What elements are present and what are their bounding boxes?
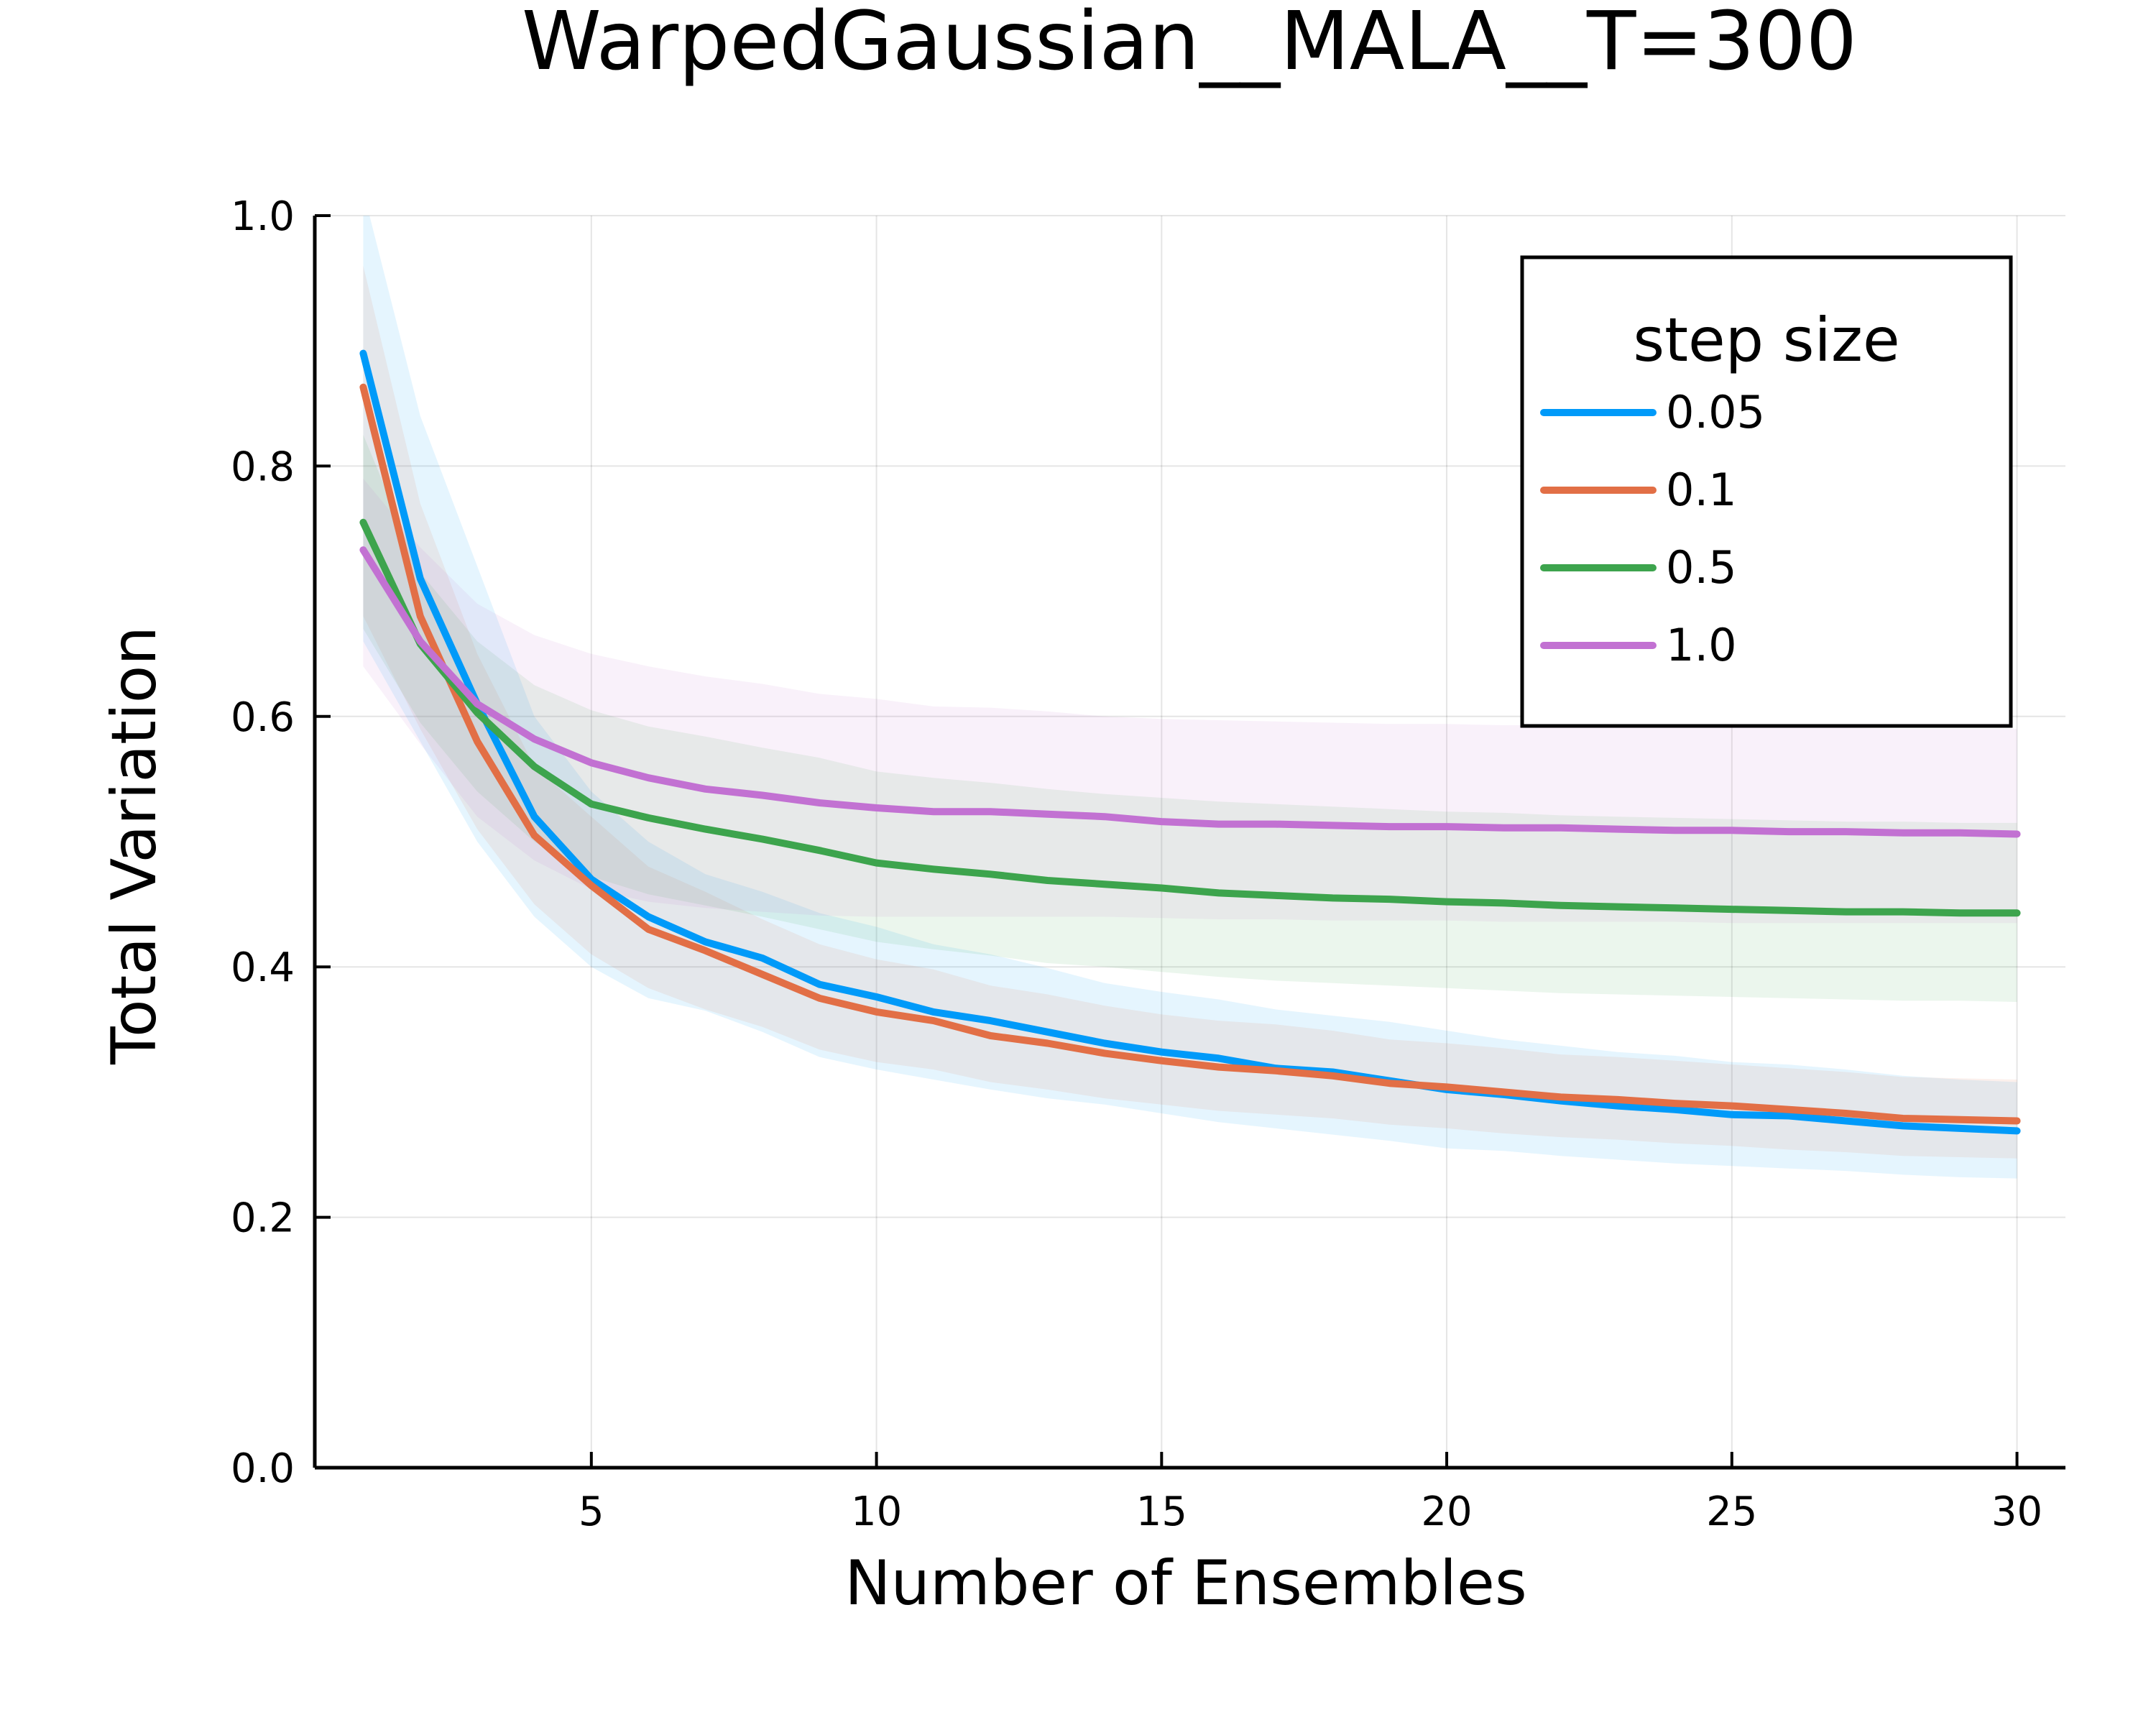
band-series-0.1 — [363, 265, 2017, 1159]
y-tick-label: 0.6 — [231, 694, 295, 741]
chart-title: WarpedGaussian__MALA__T=300 — [522, 0, 1857, 88]
line-series-0.1 — [359, 383, 2021, 1125]
legend-item-0.5: 0.5 — [1540, 541, 1737, 594]
x-tick-label: 5 — [579, 1489, 604, 1535]
legend-item-0.05: 0.05 — [1540, 386, 1765, 438]
x-tick-label: 10 — [851, 1489, 902, 1535]
legend-label: 0.1 — [1666, 464, 1737, 516]
legend-label: 1.0 — [1666, 619, 1737, 671]
band-series-0.5 — [363, 434, 2017, 1002]
axes — [313, 216, 2065, 1470]
y-tick-label: 0.4 — [231, 944, 295, 991]
y-tick-label: 0.2 — [231, 1195, 295, 1242]
x-tick-label: 20 — [1421, 1489, 1472, 1535]
band-series-1.0 — [363, 478, 2017, 924]
series-lines — [359, 349, 2021, 1135]
x-tick-label: 30 — [1991, 1489, 2042, 1535]
legend: step size 0.05 0.1 0.5 1.0 — [1520, 255, 2013, 728]
legend-label: 0.5 — [1666, 541, 1737, 594]
line-series-0.5 — [359, 518, 2021, 917]
line-series-1.0 — [359, 546, 2021, 838]
y-axis-title: Total Variation — [98, 626, 170, 1065]
x-tick-label: 15 — [1136, 1489, 1187, 1535]
line-series-0.05 — [359, 349, 2021, 1135]
legend-items: 0.05 0.1 0.5 1.0 — [1540, 386, 1765, 671]
x-tick-label: 25 — [1706, 1489, 1757, 1535]
legend-title: step size — [1633, 305, 1899, 375]
band-series-0.05 — [363, 216, 2017, 1179]
y-tick-label: 0.0 — [231, 1445, 295, 1492]
legend-label: 0.05 — [1666, 386, 1765, 438]
y-axis-ticks: 0.0 0.2 0.4 0.6 0.8 1.0 — [231, 193, 331, 1492]
y-tick-label: 1.0 — [231, 193, 295, 240]
x-axis-title: Number of Ensembles — [844, 1547, 1527, 1619]
legend-item-1.0: 1.0 — [1540, 619, 1737, 671]
legend-item-0.1: 0.1 — [1540, 464, 1737, 516]
confidence-bands — [363, 216, 2017, 1179]
x-axis-ticks: 5 10 15 20 25 30 — [579, 1452, 2042, 1535]
y-tick-label: 0.8 — [231, 443, 295, 490]
